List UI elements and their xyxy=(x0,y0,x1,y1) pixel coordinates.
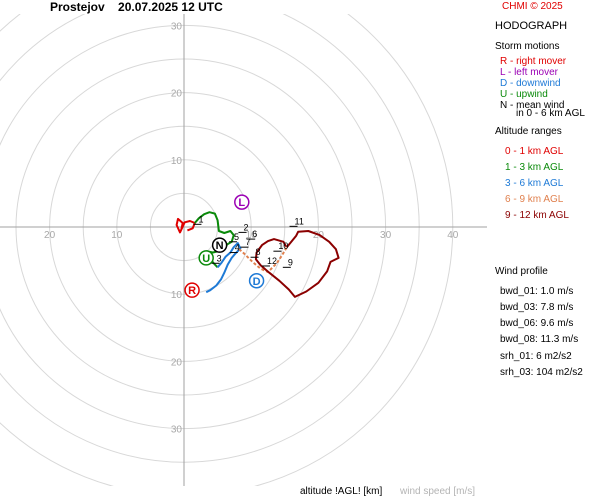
altitude-range-item-0: 0 - 1 km AGL xyxy=(505,146,564,157)
storm-marker-circle-2 xyxy=(248,273,265,289)
y-tick-label-4: 20 xyxy=(171,357,183,368)
storm-marker-label-2: D xyxy=(253,276,261,288)
trace-2 xyxy=(205,242,242,294)
storm-marker-circle-4 xyxy=(211,237,228,253)
altitude-axis-label: altitude !AGL! [km] xyxy=(300,486,383,497)
storm-marker-circle-0 xyxy=(184,282,200,298)
wind-profile-item-2: bwd_06: 9.6 m/s xyxy=(500,318,574,329)
storm-motion-item-1: L - left mover xyxy=(500,67,558,78)
trace-4 xyxy=(254,230,340,298)
datetime: 20.07.2025 12 UTC xyxy=(118,0,223,14)
station-datetime: Prostejov 20.07.2025 12 UTC xyxy=(50,0,223,14)
helicity-item-1: srh_03: 104 m2/s2 xyxy=(500,367,583,378)
altitude-range-item-1: 1 - 3 km AGL xyxy=(505,162,564,173)
storm-marker-label-3: U xyxy=(202,253,210,265)
altitude-range-item-3: 6 - 9 km AGL xyxy=(505,194,564,205)
wind-profile-item-0: bwd_01: 1.0 m/s xyxy=(500,286,574,297)
height-label-7: 8 xyxy=(256,247,261,257)
altitude-ranges-title: Altitude ranges xyxy=(495,126,562,137)
storm-motions-title: Storm motions xyxy=(495,41,560,52)
station-name: Prostejov xyxy=(50,0,105,14)
height-label-8: 9 xyxy=(288,257,293,267)
height-label-1: 2 xyxy=(243,222,248,232)
wind-profile-item-3: bwd_08: 11.3 m/s xyxy=(500,334,579,345)
legend-sidebar: HODOGRAPH Storm motions R - right mover L… xyxy=(490,0,600,500)
height-label-3: 4 xyxy=(235,243,240,253)
speed-axis-label: wind speed [m/s] xyxy=(400,486,476,497)
x-tick-label-5: 40 xyxy=(447,230,459,241)
hodograph-title: HODOGRAPH xyxy=(495,20,568,32)
polar-grid xyxy=(0,14,487,486)
trace-0 xyxy=(175,217,196,234)
helicity-item-0: srh_01: 6 m2/s2 xyxy=(500,351,572,362)
x-tick-label-2: 10 xyxy=(246,230,258,241)
storm-marker-label-4: N xyxy=(216,240,224,252)
storm-motion-item-2: D - downwind xyxy=(500,78,561,89)
storm-motion-note-0: in 0 - 6 km AGL xyxy=(516,108,585,119)
credit: CHMI © 2025 xyxy=(502,1,563,12)
height-label-2: 3 xyxy=(217,253,222,263)
height-label-0: 1 xyxy=(198,214,203,224)
wind-profile-item-1: bwd_03: 7.8 m/s xyxy=(500,302,574,313)
y-tick-label-0: 30 xyxy=(171,21,183,32)
storm-motion-item-4: N - mean wind xyxy=(500,100,565,111)
x-tick-label-1: 10 xyxy=(111,230,123,241)
height-label-5: 6 xyxy=(252,229,257,239)
y-tick-label-1: 20 xyxy=(171,89,183,100)
x-tick-label-0: 20 xyxy=(44,230,56,241)
height-label-10: 11 xyxy=(295,216,304,226)
storm-motion-item-3: U - upwind xyxy=(500,89,548,100)
storm-marker-circle-3 xyxy=(198,250,214,266)
storm-marker-label-0: R xyxy=(188,285,196,297)
storm-motion-item-0: R - right mover xyxy=(500,56,567,67)
altitude-range-item-2: 3 - 6 km AGL xyxy=(505,178,564,189)
storm-markers: R L D UN xyxy=(184,194,265,298)
trace-3 xyxy=(238,246,288,273)
height-label-6: 7 xyxy=(245,237,250,247)
height-label-9: 10 xyxy=(278,241,288,251)
wind-profile-title: Wind profile xyxy=(495,266,548,277)
y-tick-label-5: 30 xyxy=(171,425,183,436)
height-label-4: 5 xyxy=(234,232,239,242)
altitude-range-item-4: 9 - 12 km AGL xyxy=(505,210,569,221)
storm-marker-circle-1 xyxy=(234,194,250,210)
x-tick-label-4: 30 xyxy=(380,230,392,241)
storm-marker-label-1: L xyxy=(238,197,245,209)
y-tick-label-2: 10 xyxy=(171,156,183,167)
y-tick-label-3: 10 xyxy=(171,290,183,301)
height-label-11: 12 xyxy=(267,256,277,266)
